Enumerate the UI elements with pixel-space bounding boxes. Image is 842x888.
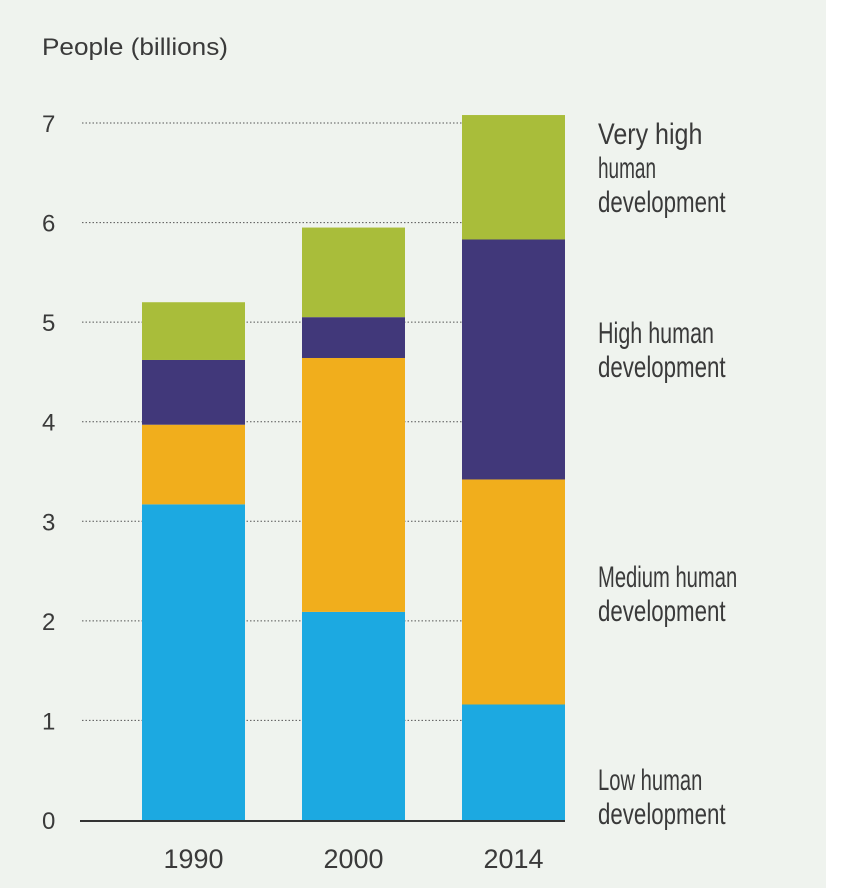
- legend-label: development: [598, 595, 726, 628]
- x-tick-label: 2000: [324, 844, 384, 874]
- legend-label: development: [598, 351, 726, 384]
- y-tick-label: 2: [42, 609, 55, 636]
- y-tick-label: 7: [42, 111, 55, 138]
- x-tick-label: 2014: [484, 844, 544, 874]
- bar-segment: [302, 317, 405, 358]
- legend-label: Medium human: [598, 561, 737, 594]
- y-tick-label: 5: [42, 310, 55, 337]
- bar-segment: [462, 115, 565, 240]
- y-tick-label: 0: [42, 808, 55, 835]
- legend-label: High human: [598, 317, 714, 350]
- legend-label: Low human: [598, 764, 702, 797]
- legend-label: human: [598, 152, 656, 185]
- bar-segment: [142, 424, 245, 505]
- bar-segment: [462, 479, 565, 705]
- y-tick-label: 1: [42, 708, 55, 735]
- bar-segment: [462, 239, 565, 480]
- bar-segment: [142, 504, 245, 820]
- x-tick-label: 1990: [164, 844, 224, 874]
- bar-segment: [142, 302, 245, 360]
- y-tick-label: 4: [42, 410, 55, 437]
- legend-label: development: [598, 798, 726, 831]
- bar-segment: [302, 611, 405, 820]
- bar-segment: [142, 359, 245, 425]
- bar-segment: [302, 227, 405, 318]
- y-tick-label: 3: [42, 509, 55, 536]
- y-tick-label: 6: [42, 211, 55, 238]
- legend-label: development: [598, 186, 726, 219]
- y-axis-label: People (billions): [42, 34, 228, 61]
- legend-label: Very high: [598, 118, 702, 151]
- bar-segment: [302, 357, 405, 612]
- bar-segment: [462, 704, 565, 820]
